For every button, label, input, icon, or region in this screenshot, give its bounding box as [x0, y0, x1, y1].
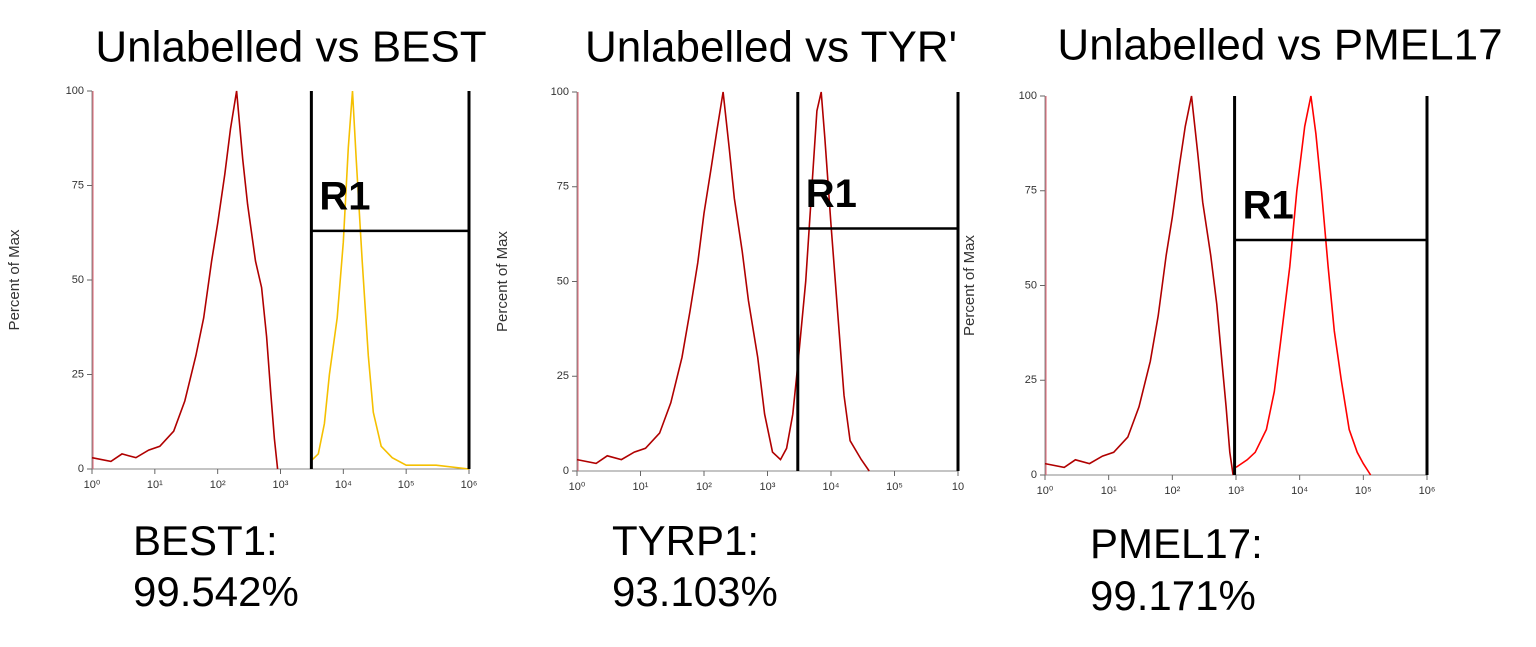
- panel-title: Unlabelled vs TYR': [585, 23, 957, 72]
- x-tick-label: 10⁴: [335, 479, 352, 491]
- y-tick-label: 75: [72, 179, 84, 191]
- y-tick-label: 50: [557, 275, 569, 287]
- y-tick-label: 100: [1019, 90, 1037, 102]
- x-tick-label: 10⁵: [1355, 485, 1372, 497]
- x-tick-label: 10¹: [633, 481, 649, 493]
- caption: TYRP1:: [612, 517, 759, 564]
- y-tick-label: 25: [1025, 374, 1037, 386]
- x-tick-label: 10³: [760, 481, 776, 493]
- y-tick-label: 0: [563, 465, 569, 477]
- panel-title: Unlabelled vs BEST: [95, 23, 486, 72]
- y-tick-label: 0: [78, 463, 84, 475]
- caption: 99.171%: [1090, 572, 1256, 619]
- y-tick-label: 75: [1025, 185, 1037, 197]
- histogram-line: [1044, 95, 1234, 476]
- histogram-line: [576, 91, 870, 472]
- panel: Unlabelled vs PMEL17 Percent of Max 0 25 50 7…: [961, 21, 1503, 619]
- caption: 99.542%: [133, 568, 299, 615]
- x-tick-label: 10⁶: [461, 479, 478, 491]
- gate-label: R1: [1243, 184, 1294, 228]
- y-tick-label: 50: [1025, 279, 1037, 291]
- x-tick-label: 10⁰: [1037, 485, 1054, 497]
- x-tick-label: 10⁵: [886, 481, 903, 493]
- panel: Unlabelled vs TYR' Percent of Max 0 25 50 75 1…: [494, 23, 964, 615]
- panel: Unlabelled vs BEST Percent of Max 0 25 50 75 1…: [6, 23, 487, 615]
- x-tick-label: 10³: [273, 479, 289, 491]
- x-tick-label: 10⁶: [1419, 485, 1436, 497]
- y-axis-label: Percent of Max: [6, 229, 23, 330]
- y-tick-label: 25: [72, 368, 84, 380]
- x-tick-label: 10²: [696, 481, 712, 493]
- x-tick-label: 10²: [1164, 485, 1180, 497]
- x-tick-label: 10⁴: [823, 481, 840, 493]
- panel-title: Unlabelled vs PMEL17: [1057, 21, 1502, 70]
- y-axis-label: Percent of Max: [961, 235, 978, 336]
- y-tick-label: 100: [66, 85, 84, 97]
- x-tick-label: 10¹: [147, 479, 163, 491]
- histogram-line: [1235, 95, 1372, 476]
- y-tick-label: 50: [72, 274, 84, 286]
- gate-label: R1: [319, 174, 370, 218]
- y-tick-label: 25: [557, 370, 569, 382]
- x-tick-label: 10⁰: [569, 481, 586, 493]
- histogram-line: [91, 90, 279, 470]
- y-tick-label: 75: [557, 181, 569, 193]
- x-tick-label: 10¹: [1101, 485, 1117, 497]
- y-tick-label: 0: [1031, 469, 1037, 481]
- caption: PMEL17:: [1090, 520, 1263, 567]
- gate-label: R1: [806, 172, 857, 216]
- x-tick-label: 10⁵: [398, 479, 415, 491]
- y-tick-label: 100: [551, 86, 569, 98]
- caption: 93.103%: [612, 568, 778, 615]
- x-tick-label: 10³: [1228, 485, 1244, 497]
- histogram-line: [309, 90, 470, 470]
- x-tick-label: 10⁴: [1291, 485, 1308, 497]
- y-axis-label: Percent of Max: [494, 231, 511, 332]
- x-tick-label: 10⁰: [84, 479, 101, 491]
- caption: BEST1:: [133, 517, 278, 564]
- x-tick-label: 10: [952, 481, 964, 493]
- x-tick-label: 10²: [210, 479, 226, 491]
